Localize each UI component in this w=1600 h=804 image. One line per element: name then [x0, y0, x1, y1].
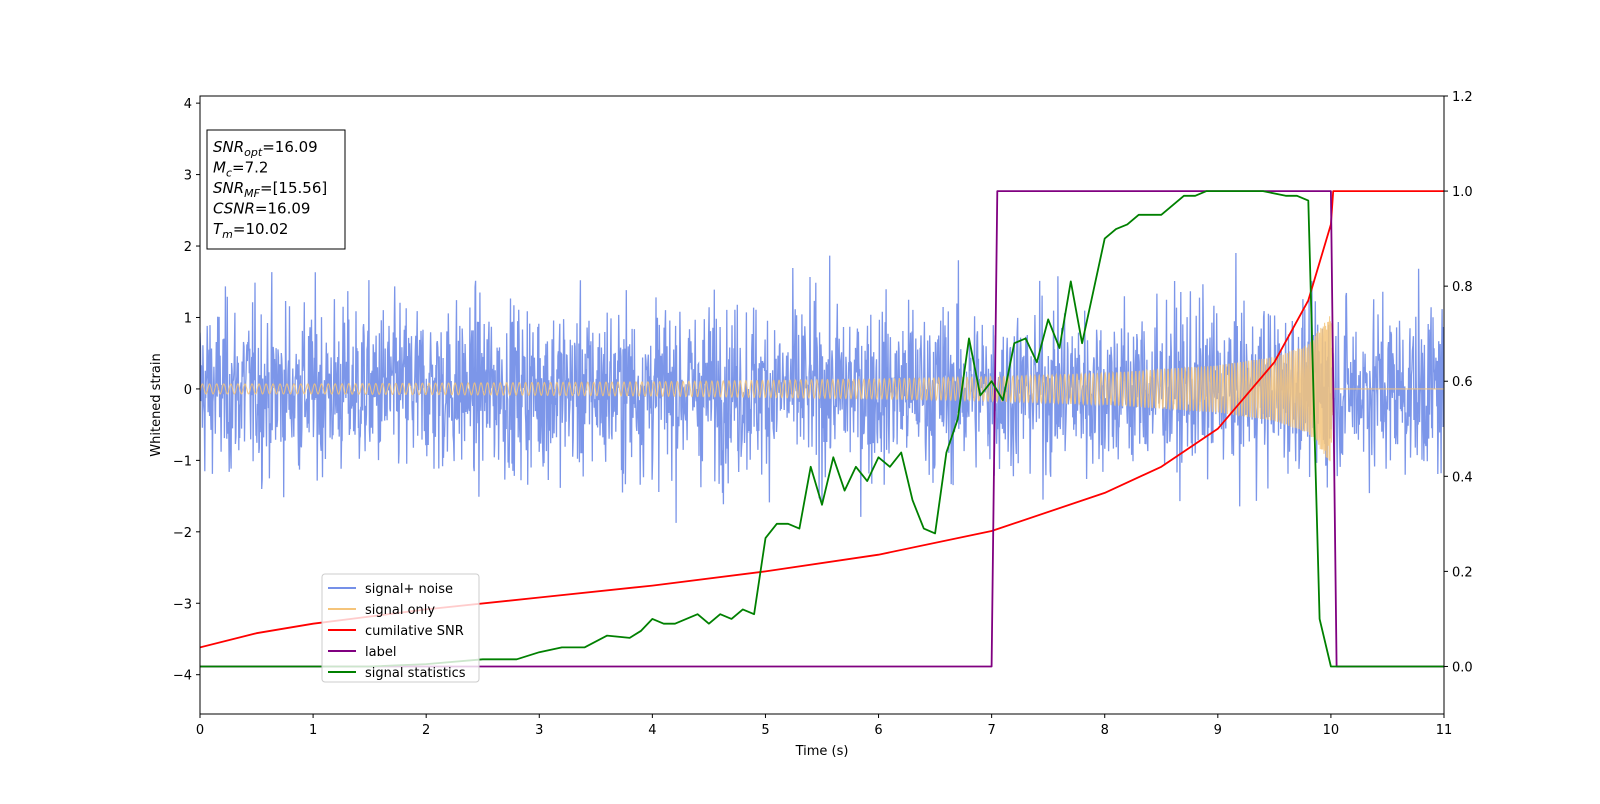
y-right-tick-label: 0.0 [1452, 660, 1473, 675]
y-left-tick-label: 2 [184, 240, 192, 255]
signal-only-line [200, 316, 1444, 462]
y-left-tick-label: −1 [173, 454, 192, 469]
annotation-line: Tm=10.02 [213, 220, 288, 241]
x-tick-label: 7 [987, 723, 995, 738]
annotation-line: SNRopt=16.09 [213, 138, 318, 159]
y-left-tick-label: 1 [184, 311, 192, 326]
axis-ticks: 0 1 2 3 4 5 6 7 8 9 10 11 −4 −3 −2 −1 0 1 2 3 4 0.0 0.2 0.4 0.6 0… [173, 90, 1473, 738]
signal-statistics-line [200, 190, 1444, 668]
x-tick-label: 11 [1436, 723, 1453, 738]
x-tick-label: 1 [309, 723, 317, 738]
y-axis-left-label: Whitened strain [149, 353, 164, 456]
y-left-tick-label: −4 [173, 669, 192, 684]
y-right-tick-label: 1.2 [1452, 90, 1473, 105]
annotation-box: SNRopt=16.09Mc=7.2SNRMF=[15.56]CSNR=16.0… [206, 129, 346, 250]
legend-label: signal statistics [365, 666, 466, 681]
y-left-tick-label: 3 [184, 169, 192, 184]
y-right-tick-label: 1.0 [1452, 185, 1473, 200]
annotation-line: CSNR=16.09 [213, 200, 310, 218]
legend-label: label [365, 645, 396, 660]
y-left-tick-label: 0 [184, 383, 192, 398]
y-right-tick-label: 0.4 [1452, 470, 1473, 485]
y-right-tick-label: 0.2 [1452, 565, 1473, 580]
x-tick-label: 0 [196, 723, 204, 738]
legend: signal+ noise signal only cumilative SNR la… [321, 573, 480, 683]
y-left-tick-label: 4 [184, 97, 192, 112]
y-left-tick-label: −3 [173, 597, 192, 612]
x-tick-label: 10 [1323, 723, 1340, 738]
x-tick-label: 5 [761, 723, 769, 738]
plot-frame [199, 95, 1445, 715]
x-tick-label: 2 [422, 723, 430, 738]
signal-only-series [200, 316, 1444, 462]
x-tick-label: 6 [874, 723, 882, 738]
x-axis-label: Time (s) [795, 744, 849, 759]
x-tick-label: 4 [648, 723, 656, 738]
x-tick-label: 9 [1214, 723, 1222, 738]
annotation-line: SNRMF=[15.56] [213, 179, 327, 200]
y-left-tick-label: −2 [173, 526, 192, 541]
y-right-tick-label: 0.6 [1452, 375, 1473, 390]
x-tick-label: 8 [1101, 723, 1109, 738]
y-right-tick-label: 0.8 [1452, 280, 1473, 295]
legend-label: signal+ noise [365, 582, 453, 597]
legend-label: cumilative SNR [365, 624, 464, 639]
annotation-frame [206, 129, 346, 250]
x-tick-label: 3 [535, 723, 543, 738]
legend-frame [321, 573, 480, 683]
legend-label: signal only [365, 603, 435, 618]
annotation-line: Mc=7.2 [213, 159, 268, 180]
